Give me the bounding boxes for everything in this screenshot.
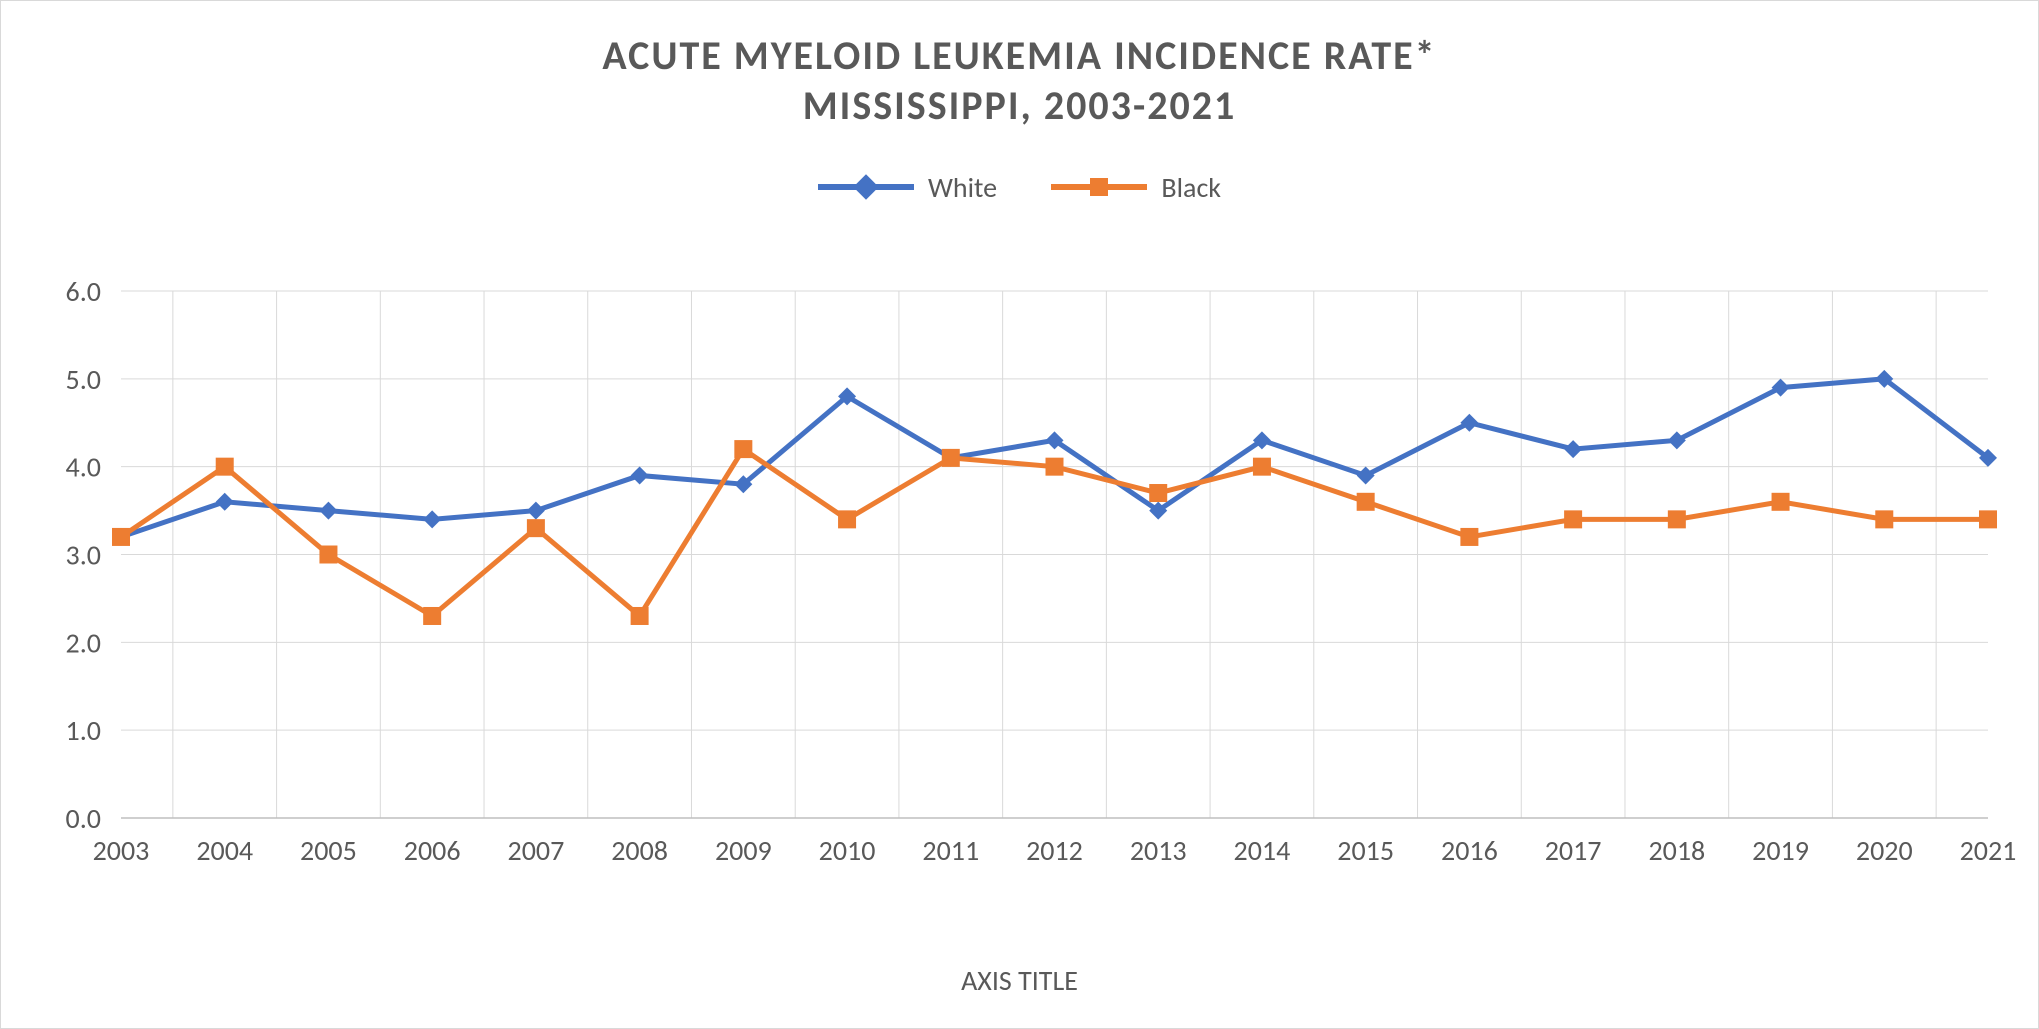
svg-text:2016: 2016	[1441, 833, 1498, 868]
svg-text:2011: 2011	[922, 833, 979, 868]
svg-text:2006: 2006	[404, 833, 461, 868]
plot-svg: 0.01.02.03.04.05.06.02003200420052006200…	[91, 281, 1998, 878]
legend-line-black	[1103, 184, 1147, 190]
legend-item-black: Black	[1051, 170, 1221, 205]
svg-text:3.0: 3.0	[66, 538, 101, 573]
svg-text:2.0: 2.0	[66, 625, 101, 660]
legend: White Black	[1, 163, 2038, 205]
svg-text:2010: 2010	[819, 833, 876, 868]
svg-text:2012: 2012	[1026, 833, 1083, 868]
legend-label-black: Black	[1161, 170, 1221, 205]
svg-text:2019: 2019	[1752, 833, 1809, 868]
svg-text:2013: 2013	[1130, 833, 1187, 868]
legend-label-white: White	[928, 170, 997, 205]
diamond-icon	[853, 174, 878, 199]
svg-text:2014: 2014	[1234, 833, 1291, 868]
svg-text:2015: 2015	[1337, 833, 1394, 868]
svg-text:2021: 2021	[1960, 833, 2017, 868]
svg-text:2005: 2005	[300, 833, 357, 868]
svg-text:2017: 2017	[1545, 833, 1602, 868]
svg-text:2007: 2007	[508, 833, 565, 868]
legend-item-white: White	[818, 170, 997, 205]
svg-text:1.0: 1.0	[66, 713, 101, 748]
svg-text:2018: 2018	[1648, 833, 1705, 868]
svg-text:2020: 2020	[1856, 833, 1913, 868]
title-line-2: MISSISSIPPI, 2003-2021	[1, 81, 2038, 131]
chart-container: ACUTE MYELOID LEUKEMIA INCIDENCE RATE* M…	[0, 0, 2039, 1029]
legend-line-black	[1051, 184, 1095, 190]
svg-text:2004: 2004	[196, 833, 253, 868]
title-line-1: ACUTE MYELOID LEUKEMIA INCIDENCE RATE*	[1, 31, 2038, 81]
chart-title: ACUTE MYELOID LEUKEMIA INCIDENCE RATE* M…	[1, 1, 2038, 131]
svg-text:0.0: 0.0	[66, 801, 101, 836]
svg-text:2008: 2008	[611, 833, 668, 868]
svg-text:2003: 2003	[93, 833, 150, 868]
x-axis-title: AXIS TITLE	[1, 963, 2038, 998]
svg-text:4.0: 4.0	[66, 450, 101, 485]
svg-text:2009: 2009	[715, 833, 772, 868]
svg-text:6.0: 6.0	[66, 274, 101, 309]
svg-text:5.0: 5.0	[66, 362, 101, 397]
plot-area: 0.01.02.03.04.05.06.02003200420052006200…	[91, 281, 1998, 878]
